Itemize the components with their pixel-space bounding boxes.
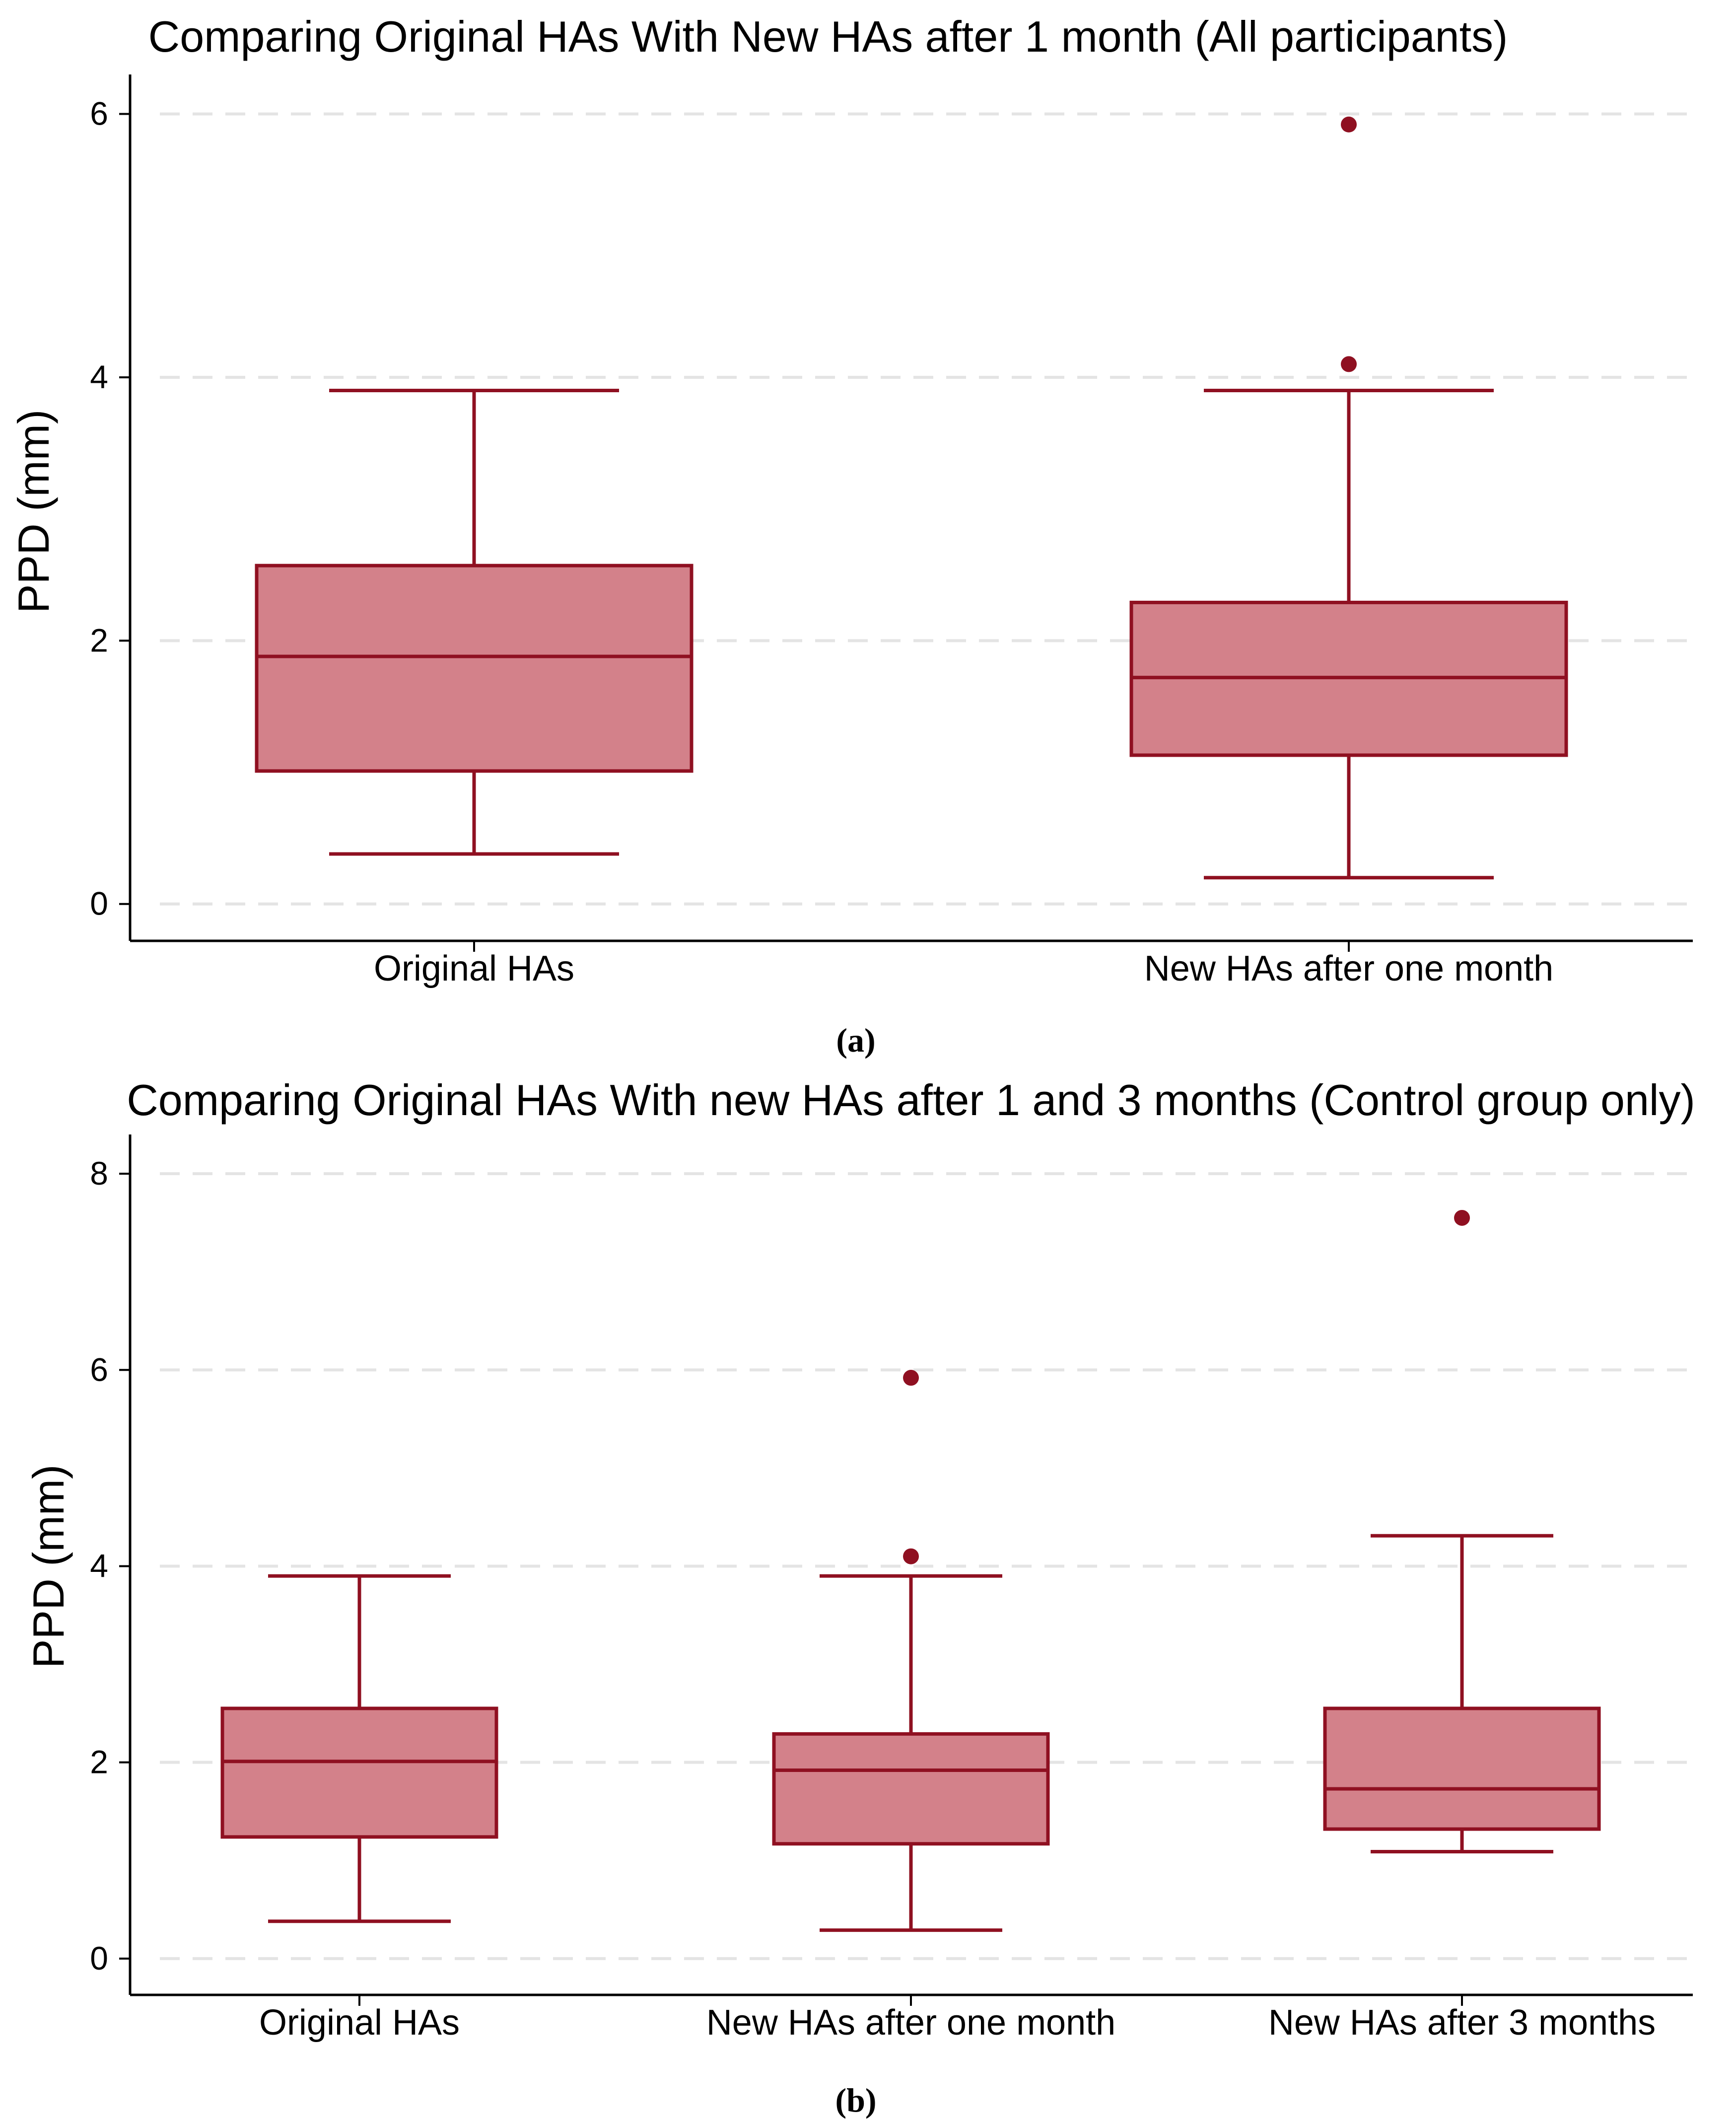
panel-b-y-axis-label: PPD (mm) <box>24 1465 73 1669</box>
panel-a-chart: Comparing Original HAs With New HAs afte… <box>9 12 1693 1059</box>
box-1 <box>255 388 694 856</box>
y-tick-label: 0 <box>90 1940 108 1977</box>
box-3 <box>1323 1209 1601 1853</box>
panel-b-axes: 0 2 4 6 8 Original HAs New HAs after one month… <box>90 1134 1693 2043</box>
iqr-box <box>772 1732 1050 1846</box>
box-2 <box>772 1370 1050 1932</box>
outlier-point <box>903 1548 919 1564</box>
x-category-label: Original HAs <box>259 2003 460 2043</box>
x-category-label: New HAs after one month <box>706 2003 1115 2043</box>
x-category-label: New HAs after one month <box>1144 949 1553 989</box>
y-tick-label: 2 <box>90 622 108 658</box>
iqr-box <box>1323 1706 1601 1831</box>
panel-a-y-axis-label: PPD (mm) <box>9 410 58 614</box>
panel-a-caption: (a) <box>836 1021 875 1059</box>
y-tick-label: 0 <box>90 885 108 922</box>
y-tick-label: 6 <box>90 95 108 132</box>
outlier-point <box>903 1370 919 1386</box>
panel-a-boxes <box>255 116 1568 880</box>
panel-a-axes: 0 2 4 6 Original HAs New HAs after one month <box>90 74 1693 989</box>
y-tick-label: 6 <box>90 1351 108 1388</box>
panel-b-chart: Comparing Original HAs With new HAs afte… <box>24 1075 1695 2119</box>
x-category-label: Original HAs <box>374 949 574 989</box>
panel-a-title: Comparing Original HAs With New HAs afte… <box>148 12 1508 61</box>
outlier-point <box>1341 356 1357 372</box>
outlier-point <box>1454 1209 1470 1226</box>
box-1 <box>220 1574 498 1923</box>
y-tick-label: 4 <box>90 1547 108 1584</box>
panel-b-title: Comparing Original HAs With new HAs afte… <box>127 1075 1695 1125</box>
iqr-box <box>255 564 694 773</box>
y-tick-label: 2 <box>90 1744 108 1780</box>
y-tick-label: 4 <box>90 358 108 395</box>
panel-b-caption: (b) <box>835 2081 876 2119</box>
box-2 <box>1129 116 1568 880</box>
panel-a-gridlines <box>160 112 1693 906</box>
panel-b-boxes <box>220 1209 1601 1932</box>
iqr-box <box>220 1706 498 1839</box>
outlier-point <box>1341 116 1357 133</box>
x-category-label: New HAs after 3 months <box>1268 2003 1656 2043</box>
y-tick-label: 8 <box>90 1155 108 1192</box>
